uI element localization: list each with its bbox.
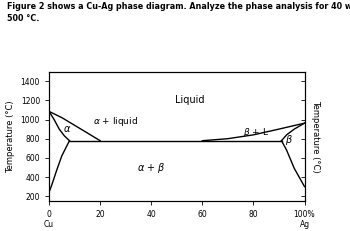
Text: Liquid: Liquid — [175, 95, 204, 105]
Text: $\beta$: $\beta$ — [285, 133, 293, 147]
Text: $\beta$ + L: $\beta$ + L — [243, 126, 269, 140]
Y-axis label: Temperature (°C): Temperature (°C) — [6, 100, 15, 173]
Text: $\alpha$ + $\beta$: $\alpha$ + $\beta$ — [137, 161, 166, 175]
Text: $\alpha$: $\alpha$ — [63, 124, 71, 134]
Text: $\alpha$ + liquid: $\alpha$ + liquid — [93, 115, 138, 128]
Text: Figure 2 shows a Cu-Ag phase diagram. Analyze the phase analysis for 40 wt% Ag –: Figure 2 shows a Cu-Ag phase diagram. An… — [7, 2, 350, 23]
Y-axis label: Temperature (°C): Temperature (°C) — [312, 100, 321, 173]
